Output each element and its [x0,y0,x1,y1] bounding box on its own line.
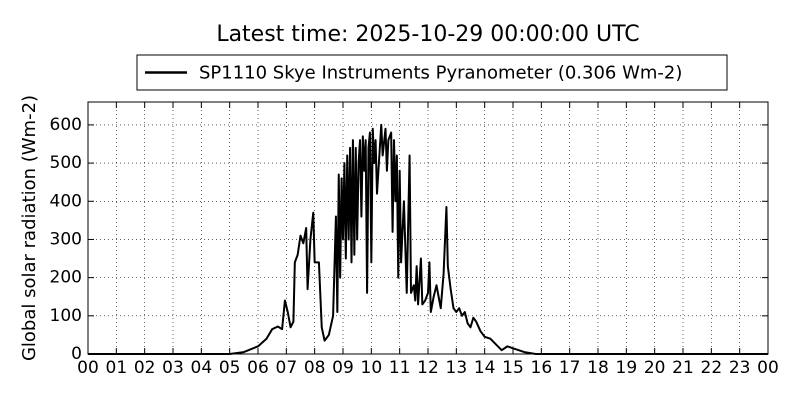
y-tick-label: 200 [50,268,82,288]
x-tick-label: 07 [276,358,298,378]
y-tick-label: 600 [50,115,82,135]
y-tick-label: 0 [71,344,82,364]
x-tick-label: 19 [616,358,638,378]
y-tick-label: 300 [50,229,82,249]
y-axis-label: Global solar radiation (Wm-2) [19,95,40,361]
plot-frame [87,101,769,355]
x-tick-label: 06 [247,358,269,378]
x-tick-label: 02 [134,358,156,378]
legend-box [136,54,728,91]
x-tick-label: 21 [672,358,694,378]
x-tick-label: 20 [644,358,666,378]
x-tick-label: 22 [701,358,723,378]
x-tick-label: 13 [446,358,468,378]
legend-label: SP1110 Skye Instruments Pyranometer (0.3… [199,63,682,84]
x-tick-label: 00 [77,358,99,378]
y-tick-label: 400 [50,191,82,211]
x-tick-label: 16 [531,358,553,378]
x-tick-label: 01 [106,358,128,378]
data-line [88,123,768,355]
x-tick-label: 15 [502,358,524,378]
chart-title: Latest time: 2025-10-29 00:00:00 UTC [216,22,639,47]
x-tick-label: 18 [587,358,609,378]
x-tick-label: 03 [162,358,184,378]
y-tick-label: 100 [50,306,82,326]
x-tick-label: 00 [757,358,779,378]
x-tick-label: 12 [417,358,439,378]
x-tick-label: 05 [219,358,241,378]
y-tick-label: 500 [50,153,82,173]
x-tick-label: 04 [191,358,213,378]
x-tick-label: 10 [361,358,383,378]
x-tick-label: 17 [559,358,581,378]
x-tick-label: 11 [389,358,411,378]
x-tick-label: 14 [474,358,496,378]
x-tick-label: 09 [332,358,354,378]
x-tick-label: 08 [304,358,326,378]
x-tick-label: 23 [729,358,751,378]
